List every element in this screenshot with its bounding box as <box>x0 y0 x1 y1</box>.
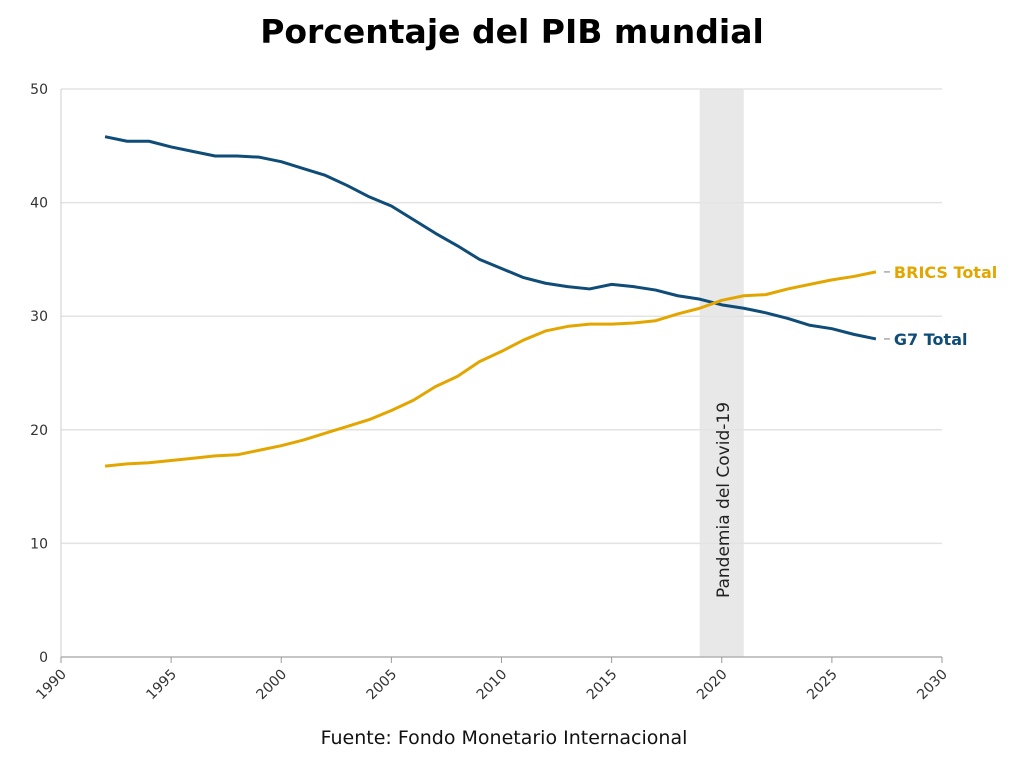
x-tick-label: 2030 <box>914 667 951 704</box>
x-tick-label: 2000 <box>254 667 291 704</box>
y-tick-label: 50 <box>30 82 48 98</box>
source-note: Fuente: Fondo Monetario Internacional <box>320 727 688 749</box>
series-label: G7 Total <box>894 330 968 349</box>
x-tick-label: 1990 <box>33 667 70 704</box>
series-line-g7-total <box>104 135 877 341</box>
series-line-brics-total <box>104 270 877 468</box>
covid-label: Pandemia del Covid-19 <box>714 402 734 598</box>
series-label: BRICS Total <box>894 263 997 282</box>
y-tick-label: 30 <box>30 309 48 325</box>
x-tick-label: 2025 <box>804 667 841 704</box>
x-tick-label: 2020 <box>694 667 731 704</box>
x-tick-label: 2005 <box>364 667 401 704</box>
x-tick-label: 2015 <box>584 667 621 704</box>
y-tick-label: 10 <box>30 536 48 552</box>
covid-band <box>699 89 744 657</box>
x-tick-label: 2010 <box>474 667 511 704</box>
x-tick-label: 1995 <box>143 667 180 704</box>
y-tick-label: 20 <box>30 423 48 439</box>
y-tick-label: 40 <box>30 196 48 212</box>
chart-title: Porcentaje del PIB mundial <box>260 12 764 51</box>
y-tick-label: 0 <box>39 650 48 666</box>
